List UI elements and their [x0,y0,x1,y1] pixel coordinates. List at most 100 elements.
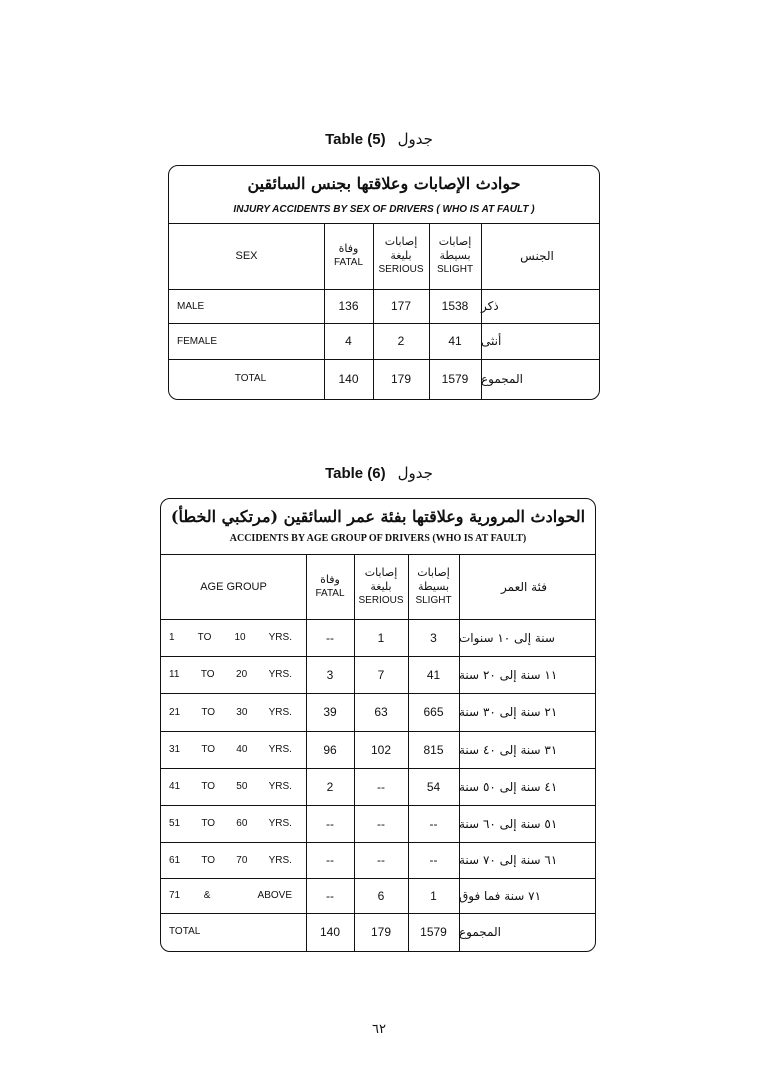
table-row: 61 TO 70 YRS. -- -- -- ٦١ سنة إلى ٧٠ سنة [161,842,595,878]
cell-fatal: 2 [326,779,334,794]
age-range: 11 TO 20 YRS. [161,669,306,680]
row-label: TOTAL [234,373,267,384]
header-slight: إصابات بسيطة SLIGHT [408,554,459,619]
cell-serious: 63 [374,705,388,719]
cell-slight: 54 [426,779,441,794]
cell-slight: 1579 [420,924,447,939]
age-part: 61 [169,854,181,866]
age-part: 21 [169,706,181,718]
cell-slight: 41 [426,667,441,682]
header-serious: إصابات بليغة SERIOUS [373,223,429,289]
age-group-cell: 41 TO 50 YRS. [161,768,306,805]
cell-slight: -- [429,816,438,831]
column-divider [408,554,409,951]
row-label: FEMALE [177,335,218,347]
table-row: 51 TO 60 YRS. -- -- -- ٥١ سنة إلى ٦٠ سنة [161,805,595,842]
table-row: 21 TO 30 YRS. 39 63 665 ٢١ سنة إلى ٣٠ سنة [161,693,595,731]
age-part: 60 [236,818,248,829]
column-divider [459,554,460,951]
table-title-en: INJURY ACCIDENTS BY SEX OF DRIVERS ( WHO… [233,204,535,215]
row-label-ar: المجموع [481,371,523,386]
table-row: TOTAL 140 179 1579 المجموع [169,359,599,398]
age-part: 30 [236,706,248,718]
cell-slight: 1538 [441,299,469,313]
table-title-ar: الحوادث المرورية وعلاقتها بفئة عمر السائ… [170,507,586,526]
header-slight: إصابات بسيطة SLIGHT [429,223,481,289]
cell-serious: 179 [370,924,392,939]
table-row: 41 TO 50 YRS. 2 -- 54 ٤١ سنة إلى ٥٠ سنة [161,768,595,805]
header-fatal-ar: وفاة [338,242,359,255]
caption-ar: جدول [397,130,433,148]
divider [161,554,595,555]
divider [161,913,595,914]
table-row: FEMALE 4 2 41 أنثى [169,323,599,359]
header-age_ar: فئة العمر [501,579,547,594]
divider [161,619,595,620]
table-row: 31 TO 40 YRS. 96 102 815 ٣١ سنة إلى ٤٠ سنة [161,731,595,768]
cell-serious: -- [377,816,385,831]
age-part: TO [201,818,216,829]
age-group-cell: 31 TO 40 YRS. [161,731,306,768]
age-part: TO [201,744,216,755]
divider [169,223,599,224]
cell-fatal: 96 [323,742,337,757]
header-fatal: وفاة FATAL [324,223,373,289]
age-part: 10 [234,632,246,643]
age-part: YRS. [268,818,292,829]
divider [161,842,595,843]
age-group-cell: 61 TO 70 YRS. [161,842,306,878]
row-label: MALE [177,300,205,312]
table5-caption: Table (5) جدول [0,130,758,148]
age-part: YRS. [268,632,292,643]
age-part: YRS. [268,744,292,755]
header-sex_ar: الجنس [520,249,554,263]
age-part: YRS. [268,781,292,792]
column-divider [373,223,374,399]
cell-serious: 102 [370,742,392,757]
row-label-ar: أنثى [481,334,502,348]
age-part: TO [201,854,216,866]
header-fatal: وفاة FATAL [306,554,354,619]
age-part: 50 [236,781,248,792]
cell-fatal: 140 [338,371,359,386]
cell-serious: -- [377,779,385,794]
cell-slight: 3 [430,630,437,645]
age-part: 71 [169,890,181,901]
table-title-en: ACCIDENTS BY AGE GROUP OF DRIVERS (WHO I… [229,533,527,544]
column-divider [481,223,482,399]
cell-slight: 665 [423,705,444,719]
divider [161,731,595,732]
age-part: YRS. [268,706,292,718]
age-group-cell: 51 TO 60 YRS. [161,805,306,842]
cell-serious: 6 [377,888,385,903]
age-part: 1 [169,632,175,643]
table6: الحوادث المرورية وعلاقتها بفئة عمر السائ… [160,498,596,952]
cell-fatal: 39 [323,705,337,719]
table-row: 11 TO 20 YRS. 3 7 41 ١١ سنة إلى ٢٠ سنة [161,656,595,693]
divider [161,693,595,694]
table6-caption: Table (6) جدول [0,464,758,482]
age-part: 20 [236,669,248,680]
row-label: TOTAL [169,926,201,937]
cell-slight: -- [429,853,438,867]
age-part: 41 [169,781,181,792]
caption-en: Table (5) [325,131,386,148]
row-label-ar: ٣١ سنة إلى ٤٠ سنة [459,742,558,757]
cell-slight: 1 [430,888,437,903]
cell-fatal: 3 [326,667,334,682]
column-divider [324,223,325,399]
age-range: 41 TO 50 YRS. [161,781,306,792]
row-label-ar: ٤١ سنة إلى ٥٠ سنة [459,779,558,794]
age-part: & [203,890,211,901]
age-part: 40 [236,744,248,755]
age-range: 31 TO 40 YRS. [161,744,306,755]
header-serious-en: SERIOUS [358,594,404,606]
row-label-ar: ١١ سنة إلى ٢٠ سنة [459,667,558,682]
cell-slight: 1579 [441,371,469,386]
age-part: TO [201,781,216,792]
column-divider [354,554,355,951]
cell-fatal: 140 [319,924,341,939]
cell-fatal: 136 [338,299,359,313]
age-range: 61 TO 70 YRS. [161,855,306,866]
